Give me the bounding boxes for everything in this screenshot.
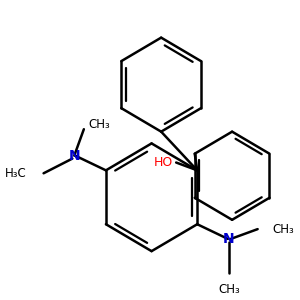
Text: CH₃: CH₃ — [218, 283, 240, 296]
Text: CH₃: CH₃ — [272, 223, 294, 236]
Text: N: N — [68, 149, 80, 163]
Text: H₃C: H₃C — [4, 167, 26, 180]
Text: N: N — [223, 232, 235, 246]
Text: HO: HO — [154, 156, 173, 169]
Text: CH₃: CH₃ — [88, 118, 110, 131]
